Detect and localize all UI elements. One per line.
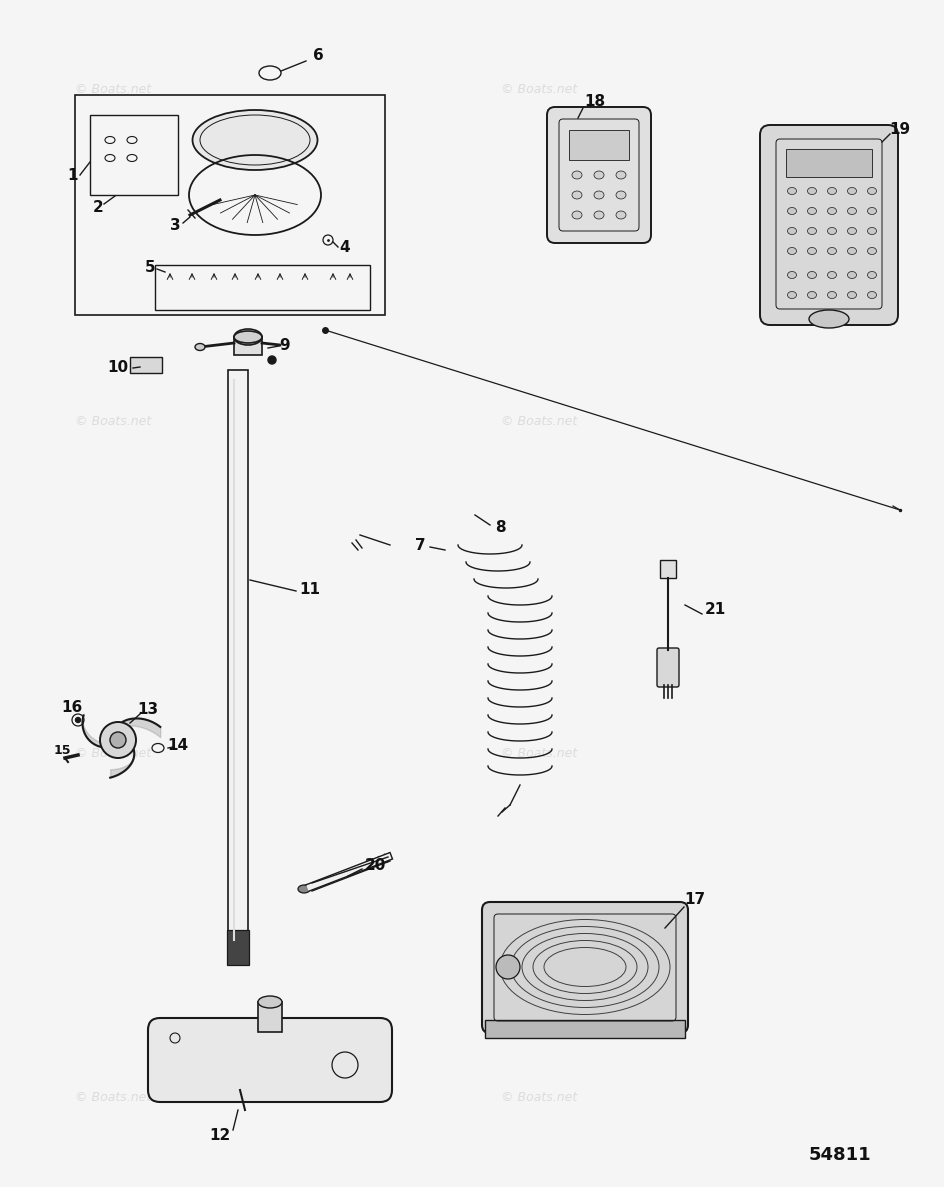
Text: 12: 12 (210, 1128, 230, 1143)
Ellipse shape (786, 208, 796, 215)
Circle shape (110, 732, 126, 748)
Text: 19: 19 (888, 122, 910, 138)
Ellipse shape (806, 248, 816, 254)
Text: 20: 20 (364, 857, 385, 872)
Text: 16: 16 (61, 700, 82, 716)
Text: 9: 9 (279, 337, 290, 353)
Ellipse shape (847, 188, 855, 195)
Text: 10: 10 (108, 361, 128, 375)
Ellipse shape (594, 171, 603, 179)
Ellipse shape (827, 228, 835, 235)
Circle shape (496, 956, 519, 979)
Text: 3: 3 (170, 217, 180, 233)
Text: © Boats.net: © Boats.net (76, 83, 151, 95)
Ellipse shape (786, 188, 796, 195)
Ellipse shape (615, 171, 625, 179)
Ellipse shape (786, 272, 796, 279)
Ellipse shape (827, 188, 835, 195)
Text: 14: 14 (167, 737, 189, 753)
Bar (659, 560, 675, 578)
Ellipse shape (867, 292, 876, 298)
Ellipse shape (867, 228, 876, 235)
Ellipse shape (847, 228, 855, 235)
Ellipse shape (867, 248, 876, 254)
Text: 18: 18 (583, 95, 605, 109)
FancyBboxPatch shape (759, 125, 897, 325)
Ellipse shape (867, 208, 876, 215)
Ellipse shape (806, 188, 816, 195)
Bar (785, 150, 871, 177)
Text: 4: 4 (339, 241, 350, 255)
Text: 6: 6 (312, 47, 323, 63)
Ellipse shape (806, 292, 816, 298)
Text: 1: 1 (68, 167, 78, 183)
Text: © Boats.net: © Boats.net (500, 83, 576, 95)
FancyBboxPatch shape (148, 1018, 392, 1102)
Bar (228, 370, 247, 960)
Text: © Boats.net: © Boats.net (76, 415, 151, 427)
Ellipse shape (786, 228, 796, 235)
Ellipse shape (615, 211, 625, 218)
Ellipse shape (867, 272, 876, 279)
FancyBboxPatch shape (656, 648, 679, 687)
Ellipse shape (806, 272, 816, 279)
Ellipse shape (808, 310, 848, 328)
Text: 7: 7 (414, 538, 425, 552)
Ellipse shape (615, 191, 625, 199)
Text: 15: 15 (53, 743, 71, 756)
FancyBboxPatch shape (481, 902, 687, 1033)
Text: © Boats.net: © Boats.net (76, 1092, 151, 1104)
Text: 11: 11 (299, 583, 320, 597)
Ellipse shape (194, 343, 205, 350)
Ellipse shape (806, 228, 816, 235)
Text: 2: 2 (93, 199, 103, 215)
Text: © Boats.net: © Boats.net (500, 1092, 576, 1104)
Ellipse shape (571, 211, 582, 218)
Ellipse shape (594, 211, 603, 218)
Bar (234, 337, 261, 355)
Text: 21: 21 (703, 603, 725, 617)
Bar (227, 929, 248, 965)
Ellipse shape (827, 248, 835, 254)
Ellipse shape (867, 188, 876, 195)
Bar (75, 95, 384, 315)
Ellipse shape (594, 191, 603, 199)
Ellipse shape (827, 208, 835, 215)
Text: 8: 8 (494, 521, 505, 535)
Ellipse shape (786, 292, 796, 298)
Bar (155, 265, 370, 310)
Circle shape (100, 722, 136, 758)
Ellipse shape (258, 996, 281, 1008)
Ellipse shape (827, 292, 835, 298)
Ellipse shape (847, 292, 855, 298)
Ellipse shape (571, 191, 582, 199)
Bar (568, 131, 629, 160)
Ellipse shape (193, 110, 317, 170)
Text: © Boats.net: © Boats.net (76, 748, 151, 760)
Ellipse shape (847, 248, 855, 254)
Ellipse shape (297, 886, 310, 893)
Ellipse shape (847, 272, 855, 279)
Bar (258, 1002, 281, 1032)
Circle shape (268, 356, 276, 364)
Ellipse shape (827, 272, 835, 279)
Text: 17: 17 (683, 893, 705, 908)
Ellipse shape (806, 208, 816, 215)
Circle shape (76, 717, 80, 723)
FancyBboxPatch shape (547, 107, 650, 243)
Ellipse shape (786, 248, 796, 254)
FancyBboxPatch shape (130, 357, 161, 373)
Bar (90, 115, 177, 195)
Text: 13: 13 (137, 703, 159, 717)
Text: © Boats.net: © Boats.net (500, 748, 576, 760)
Ellipse shape (847, 208, 855, 215)
Ellipse shape (234, 331, 261, 343)
Text: © Boats.net: © Boats.net (500, 415, 576, 427)
Ellipse shape (571, 171, 582, 179)
Text: 54811: 54811 (808, 1145, 870, 1164)
Text: 5: 5 (144, 260, 155, 275)
Bar (484, 1020, 684, 1037)
